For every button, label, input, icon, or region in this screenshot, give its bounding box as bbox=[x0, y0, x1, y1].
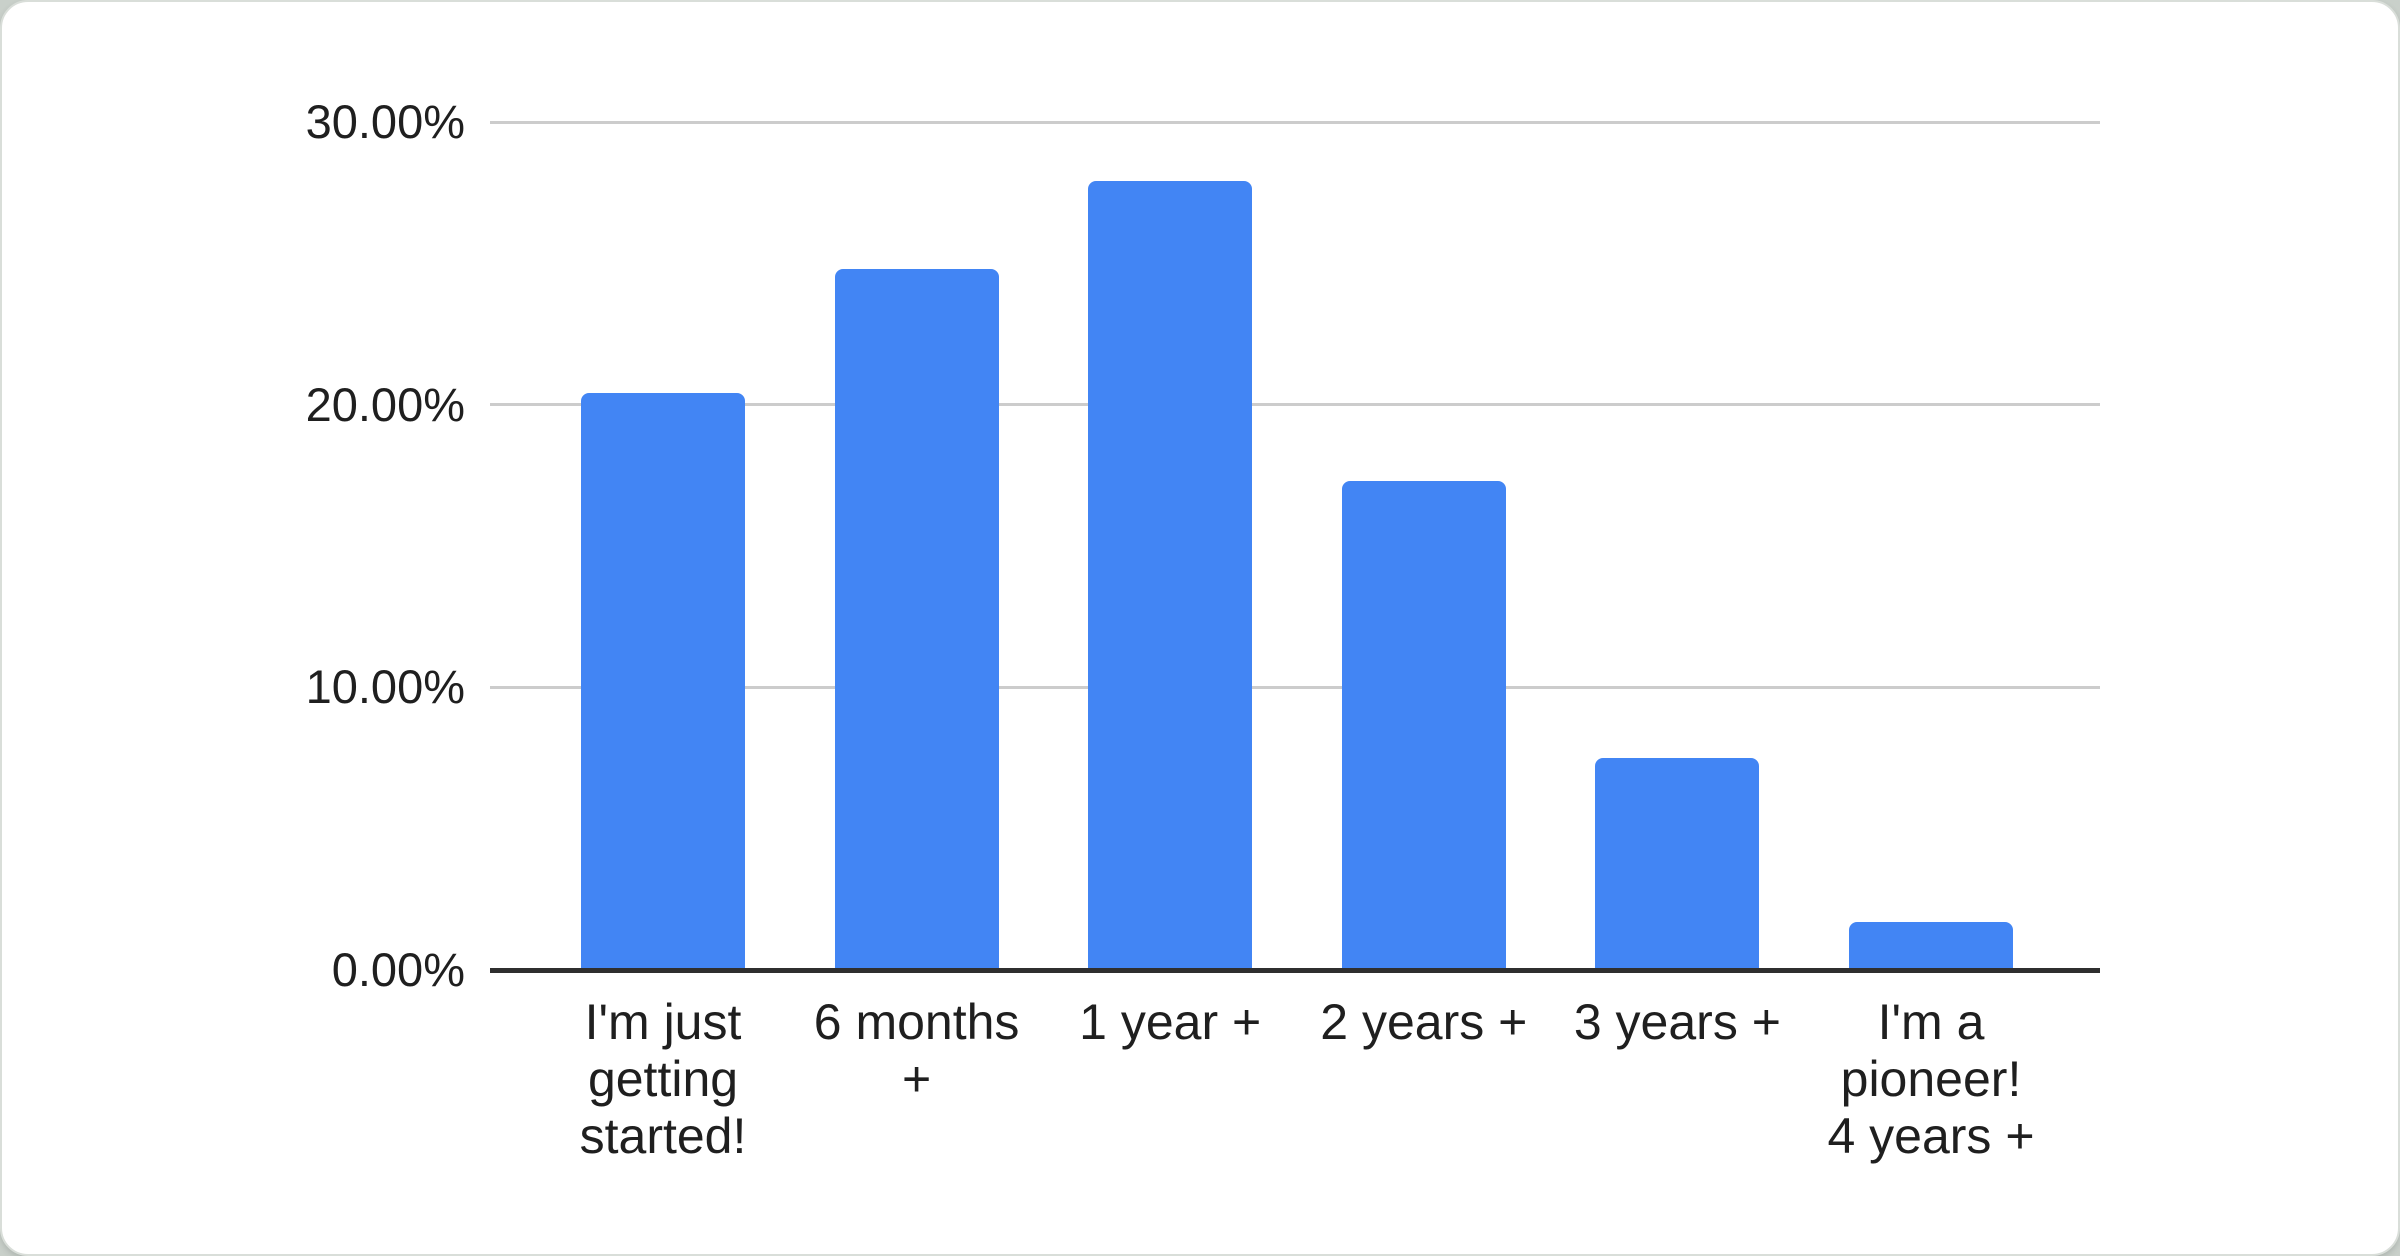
bar[interactable] bbox=[834, 268, 999, 970]
bar[interactable] bbox=[1088, 181, 1253, 970]
x-axis-category-label: I'm just getting started! bbox=[579, 994, 747, 1164]
gridline bbox=[490, 120, 2100, 124]
x-axis-category-label: I'm a pioneer! 4 years + bbox=[1827, 994, 2035, 1164]
bar[interactable] bbox=[1849, 921, 2013, 970]
gridline bbox=[490, 685, 2100, 689]
bar[interactable] bbox=[581, 393, 745, 970]
x-axis-category-label: 2 years + bbox=[1320, 994, 1528, 1050]
bar[interactable] bbox=[1341, 480, 1506, 970]
gridline bbox=[490, 403, 2100, 407]
x-axis-category-label: 6 months + bbox=[813, 994, 1020, 1107]
x-axis-category-label: 3 years + bbox=[1573, 994, 1781, 1050]
y-axis-tick-label: 10.00% bbox=[305, 660, 465, 714]
y-axis-tick-label: 30.00% bbox=[305, 95, 465, 148]
x-axis-line bbox=[490, 968, 2100, 973]
y-axis-tick-label: 0.00% bbox=[331, 943, 465, 996]
y-axis-tick-label: 20.00% bbox=[305, 377, 465, 431]
bar[interactable] bbox=[1595, 758, 1760, 970]
x-axis-category-label: 1 year + bbox=[1079, 994, 1262, 1050]
